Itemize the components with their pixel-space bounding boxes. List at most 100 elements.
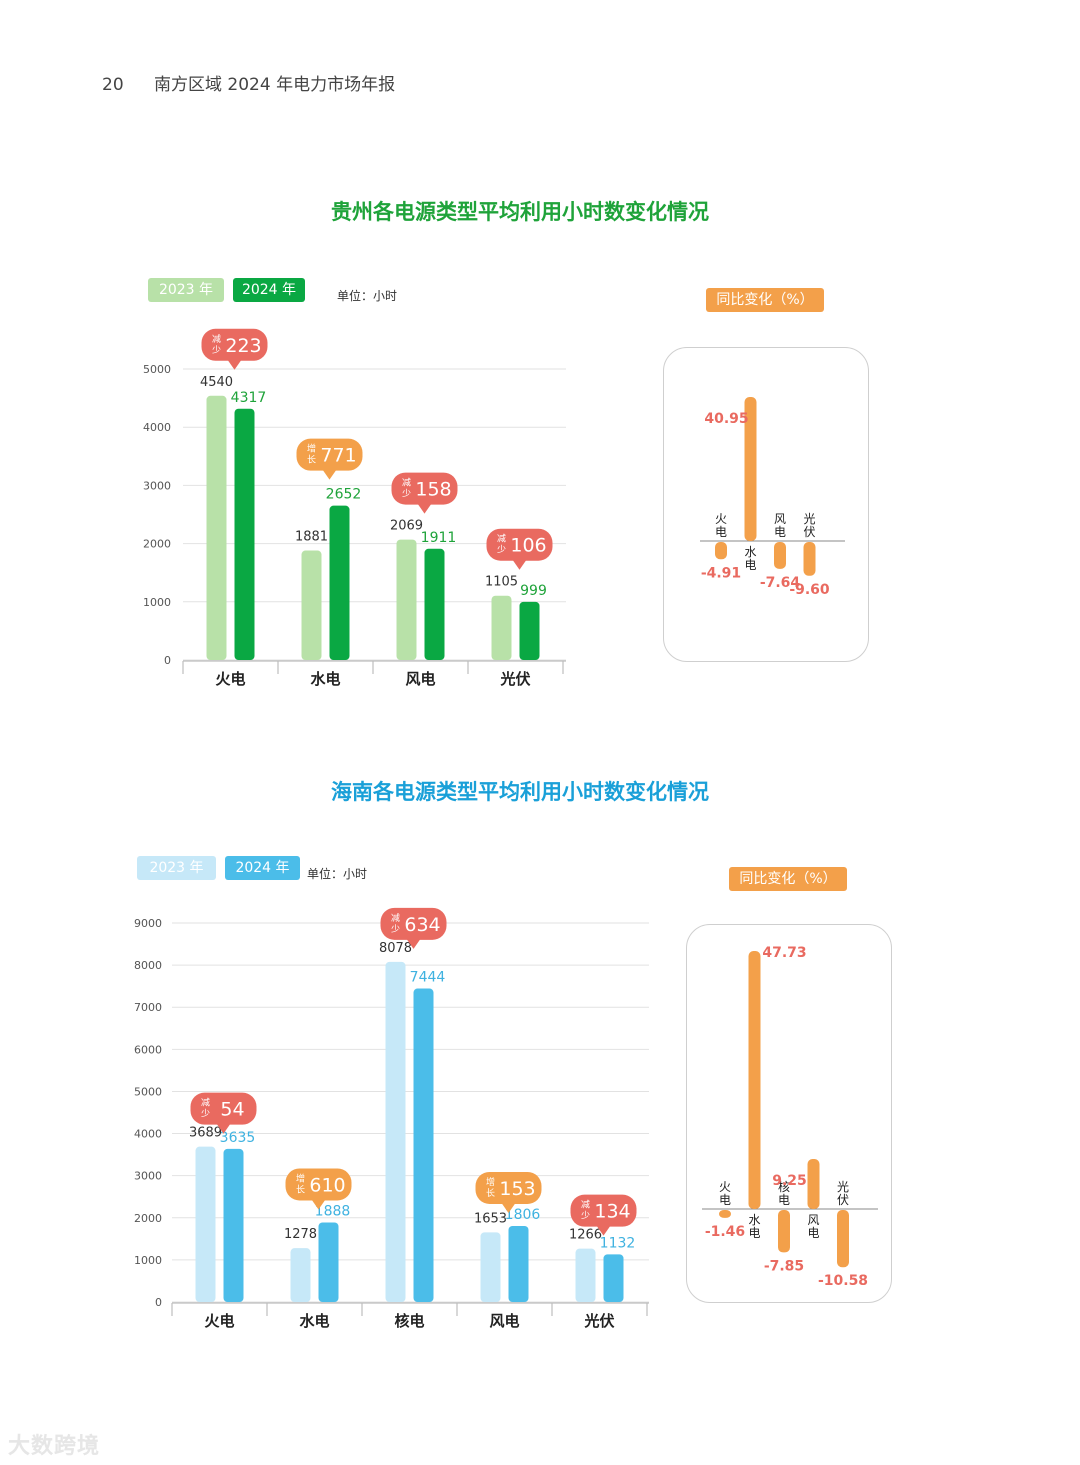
hainan-legend-2023: 2023 年 — [137, 856, 216, 880]
hainan-yoy-category-label: 风 — [807, 1213, 819, 1227]
guizhou-yoy-label: 同比变化（%） — [706, 288, 824, 312]
guizhou-bar-2023 — [396, 539, 417, 660]
hainan-data-label-2023: 3689 — [189, 1126, 222, 1141]
guizhou-change-bubble — [201, 328, 268, 361]
hainan-data-label-2023: 1653 — [474, 1211, 507, 1226]
hainan-yoy-value-label: -10.58 — [818, 1273, 868, 1289]
hainan-x-tick-label: 光伏 — [583, 1312, 614, 1330]
guizhou-change-value: 223 — [225, 335, 261, 357]
hainan-bar-2024 — [603, 1254, 624, 1302]
guizhou-y-tick-label: 0 — [164, 654, 171, 667]
guizhou-change-word: 少 — [212, 345, 221, 356]
hainan-y-tick-label: 6000 — [134, 1043, 162, 1056]
hainan-x-tick-label: 风电 — [489, 1312, 519, 1330]
guizhou-data-label-2024: 4317 — [231, 390, 267, 406]
hainan-y-tick-label: 0 — [155, 1296, 162, 1309]
hainan-change-word: 少 — [581, 1211, 590, 1222]
guizhou-bar-2024 — [329, 505, 350, 660]
hainan-yoy-category-label: 水 — [748, 1213, 760, 1227]
guizhou-y-tick-label: 5000 — [143, 363, 171, 376]
guizhou-bar-2024 — [234, 408, 255, 660]
hainan-yoy-value-label: 9.25 — [772, 1173, 807, 1189]
hainan-change-word: 增 — [296, 1172, 305, 1184]
hainan-change-bubble — [190, 1092, 257, 1125]
guizhou-x-tick-label: 水电 — [310, 670, 340, 688]
guizhou-change-bubble-pointer — [417, 503, 432, 514]
hainan-data-label-2024: 1888 — [315, 1203, 351, 1219]
guizhou-yoy-panel — [663, 347, 869, 662]
guizhou-y-tick-label: 3000 — [143, 479, 171, 492]
hainan-y-tick-label: 3000 — [134, 1170, 162, 1183]
hainan-change-bubble-pointer — [311, 1199, 326, 1210]
hainan-x-tick-label: 核电 — [394, 1312, 424, 1330]
guizhou-yoy-bar — [744, 397, 757, 541]
hainan-yoy-value-label: -7.85 — [764, 1258, 804, 1274]
hainan-change-word: 少 — [391, 924, 400, 935]
hainan-data-label-2024: 3635 — [220, 1130, 256, 1146]
guizhou-change-word: 减 — [497, 533, 506, 545]
hainan-chart-title: 海南各电源类型平均利用小时数变化情况 — [331, 780, 709, 804]
guizhou-y-tick-label: 2000 — [143, 538, 171, 551]
hainan-data-label-2023: 1278 — [284, 1227, 317, 1242]
guizhou-yoy-category-label: 火 — [715, 512, 727, 526]
hainan-change-bubble — [380, 907, 447, 940]
guizhou-yoy-value-label: -9.60 — [789, 582, 830, 598]
hainan-bar-2023 — [480, 1232, 501, 1302]
hainan-change-value: 153 — [499, 1178, 535, 1200]
guizhou-data-label-2023: 1881 — [295, 530, 328, 545]
hainan-change-word: 长 — [296, 1183, 305, 1195]
hainan-change-word: 减 — [581, 1199, 590, 1211]
hainan-y-tick-label: 9000 — [134, 917, 162, 930]
hainan-y-tick-label: 4000 — [134, 1128, 162, 1141]
hainan-bar-2024 — [223, 1148, 244, 1302]
guizhou-yoy-bar — [774, 542, 786, 569]
hainan-yoy-bar — [748, 951, 761, 1209]
hainan-yoy-category-label: 电 — [719, 1193, 731, 1207]
hainan-data-label-2023: 8078 — [379, 941, 412, 956]
hainan-yoy-bar — [837, 1210, 849, 1268]
guizhou-bar-2024 — [424, 548, 445, 660]
hainan-yoy-value-label: 47.73 — [762, 945, 806, 961]
hainan-yoy-category-label: 伏 — [837, 1193, 849, 1207]
hainan-data-label-2024: 7444 — [410, 970, 446, 986]
guizhou-yoy-value-label: 40.95 — [704, 411, 748, 427]
hainan-yoy-category-label: 电 — [807, 1226, 819, 1240]
hainan-y-tick-label: 2000 — [134, 1212, 162, 1225]
hainan-change-value: 610 — [309, 1174, 345, 1196]
hainan-unit-label: 单位：小时 — [307, 867, 368, 881]
guizhou-data-label-2023: 2069 — [390, 519, 423, 534]
guizhou-bar-2023 — [491, 595, 512, 660]
hainan-data-label-2023: 1266 — [569, 1228, 602, 1243]
guizhou-change-value: 106 — [510, 535, 546, 557]
hainan-bar-2023 — [575, 1248, 596, 1302]
hainan-change-value: 134 — [594, 1201, 630, 1223]
hainan-bar-2024 — [413, 988, 434, 1302]
watermark-text: 大数跨境 — [8, 1434, 101, 1459]
hainan-yoy-bar — [778, 1210, 790, 1253]
guizhou-yoy-category-label: 电 — [715, 525, 727, 539]
guizhou-yoy-category-label: 伏 — [803, 525, 815, 539]
guizhou-change-bubble — [296, 438, 363, 471]
guizhou-change-word: 少 — [402, 489, 411, 500]
hainan-yoy-label: 同比变化（%） — [729, 867, 847, 891]
guizhou-yoy-bar — [715, 542, 727, 560]
hainan-change-value: 634 — [404, 914, 440, 936]
hainan-yoy-category-label: 电 — [778, 1193, 790, 1207]
guizhou-y-tick-label: 4000 — [143, 421, 171, 434]
guizhou-yoy-category-label: 光 — [803, 512, 815, 526]
hainan-change-bubble-pointer — [501, 1202, 516, 1213]
hainan-change-bubble-pointer — [596, 1225, 611, 1236]
guizhou-change-word: 减 — [212, 333, 221, 345]
guizhou-yoy-category-label: 风 — [774, 512, 786, 526]
hainan-y-tick-label: 7000 — [134, 1001, 162, 1014]
page-number: 20 — [102, 75, 124, 95]
hainan-change-bubble — [475, 1171, 542, 1204]
hainan-data-label-2024: 1806 — [505, 1207, 541, 1223]
hainan-change-word: 少 — [201, 1109, 210, 1120]
guizhou-yoy-category-label: 电 — [774, 525, 786, 539]
guizhou-yoy-category-label: 水 — [744, 545, 756, 559]
guizhou-change-bubble-pointer — [227, 359, 242, 370]
hainan-bar-2023 — [290, 1248, 311, 1302]
hainan-change-value: 54 — [220, 1099, 244, 1121]
hainan-y-tick-label: 8000 — [134, 959, 162, 972]
